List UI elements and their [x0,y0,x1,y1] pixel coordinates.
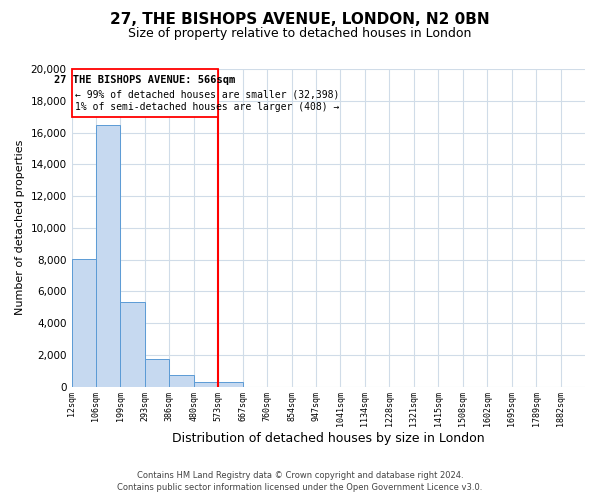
Text: 27, THE BISHOPS AVENUE, LONDON, N2 0BN: 27, THE BISHOPS AVENUE, LONDON, N2 0BN [110,12,490,28]
Bar [169,374,194,386]
X-axis label: Distribution of detached houses by size in London: Distribution of detached houses by size … [172,432,485,445]
Text: Size of property relative to detached houses in London: Size of property relative to detached ho… [128,28,472,40]
Text: 1% of semi-detached houses are larger (408) →: 1% of semi-detached houses are larger (4… [75,102,340,113]
Y-axis label: Number of detached properties: Number of detached properties [15,140,25,316]
Bar [145,359,169,386]
Text: ← 99% of detached houses are smaller (32,398): ← 99% of detached houses are smaller (32… [75,90,340,100]
Bar [194,382,218,386]
Bar [71,259,96,386]
Bar [218,382,242,386]
Bar [96,124,121,386]
Bar [121,302,145,386]
Text: 27 THE BISHOPS AVENUE: 566sqm: 27 THE BISHOPS AVENUE: 566sqm [54,76,236,86]
FancyBboxPatch shape [71,69,218,116]
Text: Contains HM Land Registry data © Crown copyright and database right 2024.
Contai: Contains HM Land Registry data © Crown c… [118,471,482,492]
